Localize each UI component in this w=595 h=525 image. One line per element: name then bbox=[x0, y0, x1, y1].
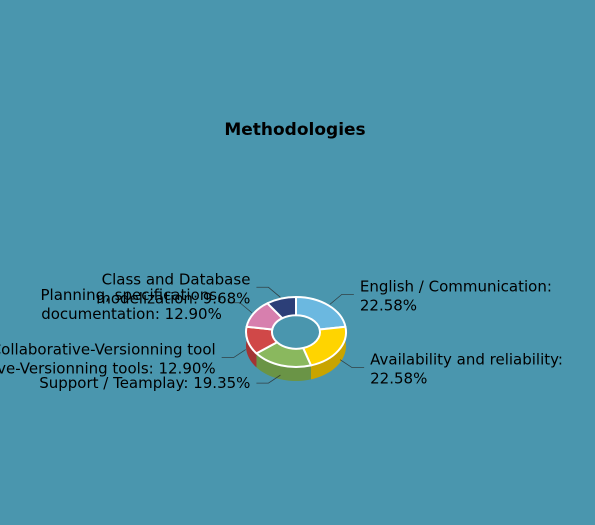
slice-side-1 bbox=[310, 326, 346, 380]
slice-tops bbox=[245, 296, 347, 368]
leader-line-1 bbox=[339, 359, 365, 369]
leader-line-5 bbox=[256, 286, 281, 298]
slice-label-0: English / Communication: 22.58% bbox=[360, 277, 552, 314]
slice-0[interactable] bbox=[295, 296, 347, 331]
slice-label-3: Collaborative-Versionning toolCollaborat… bbox=[0, 341, 216, 378]
slice-label-5: Class and Database modelization: 9.68% bbox=[96, 270, 250, 307]
slice-labels: English / Communication: 22.58% Availabili… bbox=[0, 270, 563, 392]
leader-line-2 bbox=[256, 374, 281, 384]
slice-side-3 bbox=[246, 326, 257, 368]
chart-title: Methodologies bbox=[224, 120, 365, 140]
leader-line-0 bbox=[329, 293, 354, 305]
leader-line-3 bbox=[221, 349, 246, 358]
slice-label-2: Support / Teamplay: 19.35% bbox=[39, 374, 250, 392]
leader-lines bbox=[221, 286, 365, 384]
slice-5[interactable] bbox=[266, 296, 297, 320]
slice-label-4: Planning, specifications, documentation: … bbox=[41, 286, 222, 323]
slice-label-1: Availability and reliability: 22.58% bbox=[370, 351, 563, 388]
leader-line-4 bbox=[227, 302, 253, 314]
slice-side-2 bbox=[256, 353, 311, 381]
